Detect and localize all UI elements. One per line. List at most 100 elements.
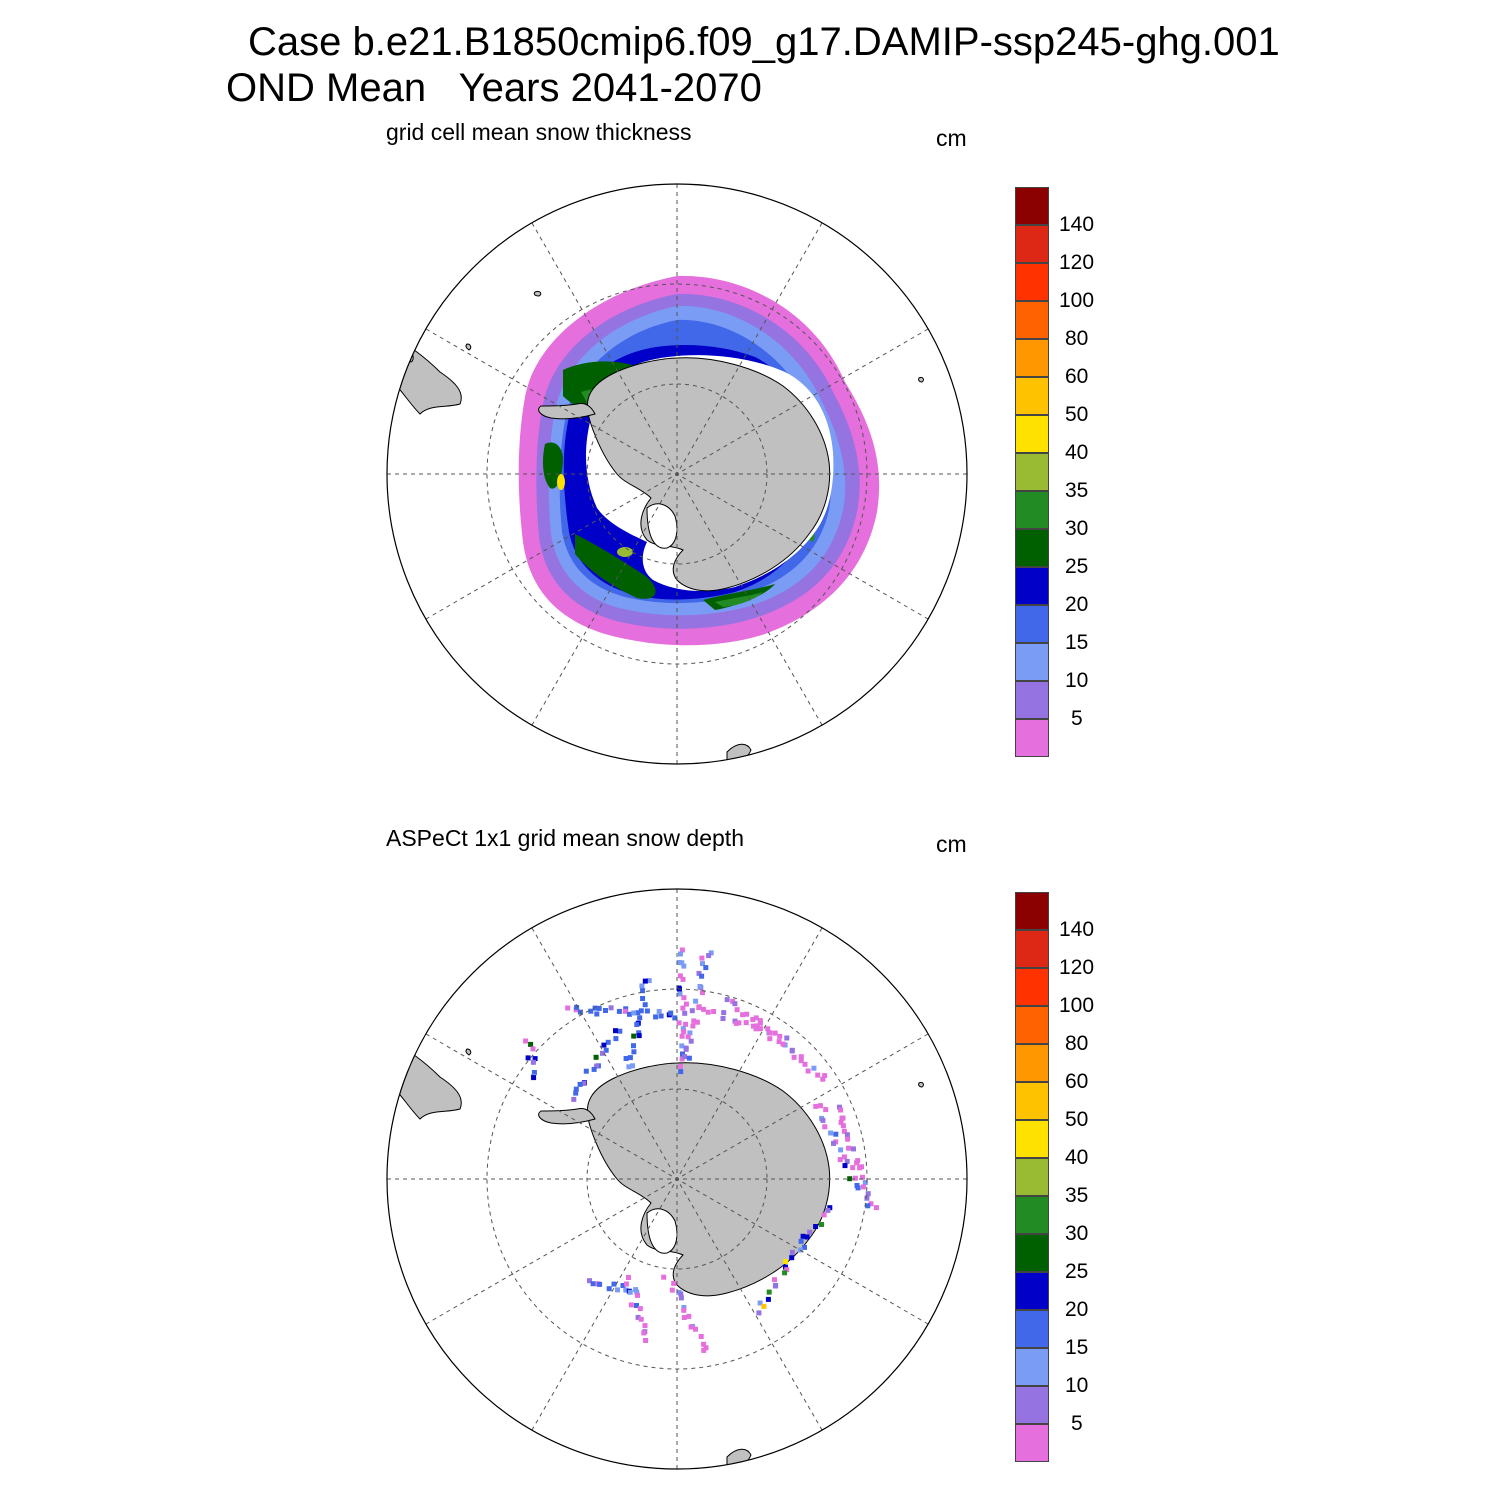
observation-cell: [700, 990, 705, 996]
observation-cell: [617, 1028, 623, 1034]
observation-cell: [756, 1310, 762, 1316]
observation-cell: [838, 1120, 844, 1125]
observation-cell: [757, 1018, 763, 1024]
observation-cell: [784, 1035, 790, 1041]
observation-cell: [686, 1055, 692, 1061]
observation-cell: [685, 1034, 691, 1040]
observation-cell: [744, 1011, 750, 1017]
observation-cell: [805, 1068, 811, 1074]
snow-patch-ross-2b: [715, 592, 763, 607]
observation-cell: [565, 1005, 571, 1011]
colorbar-swatch: [1015, 1272, 1049, 1310]
observation-cell: [772, 1283, 778, 1289]
observation-cell: [639, 983, 645, 989]
observation-cell: [588, 1008, 594, 1014]
observation-cell: [789, 1048, 795, 1054]
observation-cell: [700, 961, 705, 967]
observation-cell: [699, 955, 705, 961]
observation-cell: [825, 1207, 831, 1213]
colorbar-label: 100: [1059, 289, 1095, 312]
observation-cell: [791, 1054, 797, 1060]
map-boundary: [386, 888, 968, 1470]
observation-cell: [640, 996, 646, 1001]
observation-cell: [705, 1009, 711, 1015]
observation-cell: [658, 1013, 664, 1019]
observation-cell: [653, 1014, 659, 1020]
colorbar-label: 15: [1065, 1336, 1089, 1359]
observation-cell: [600, 1050, 605, 1056]
observation-cell: [628, 1302, 634, 1308]
observation-cell: [847, 1176, 853, 1182]
colorbar-label: 30: [1065, 1222, 1089, 1245]
colorbar-label: 20: [1065, 593, 1089, 616]
colorbar-swatch: [1015, 529, 1049, 567]
observation-cell: [864, 1195, 870, 1201]
observation-cell: [860, 1184, 866, 1190]
observation-cell: [743, 1020, 749, 1026]
figure-title-case: Case b.e21.B1850cmip6.f09_g17.DAMIP-ssp2…: [248, 20, 1280, 64]
observation-cell: [683, 1046, 689, 1052]
observation-cell: [687, 1030, 693, 1036]
observation-cell: [593, 1054, 599, 1060]
colorbar-swatch: [1015, 1120, 1049, 1158]
panel2-subtitle: ASPeCt 1x1 grid mean snow depth: [386, 825, 744, 851]
observation-cell: [828, 1130, 834, 1136]
colorbar-swatch: [1015, 1044, 1049, 1082]
snow-patch-ross-1: [575, 534, 656, 599]
observation-cell: [753, 1015, 759, 1021]
observation-cell: [626, 1275, 631, 1280]
colorbar-swatch: [1015, 968, 1049, 1006]
observation-cell: [777, 1033, 783, 1039]
colorbar-swatch: [1015, 567, 1049, 605]
observation-cell: [841, 1154, 847, 1160]
panel1-polar-map: [386, 183, 968, 765]
observation-cell: [680, 1051, 685, 1057]
colorbar-swatch: [1015, 892, 1049, 930]
map-boundary: [386, 183, 968, 765]
observation-cell: [681, 1307, 687, 1313]
observation-cell: [676, 1020, 682, 1026]
observation-cell: [821, 1212, 827, 1218]
observation-cell: [627, 1055, 633, 1061]
observation-cell: [678, 951, 683, 957]
colorbar-swatch: [1015, 1310, 1049, 1348]
observation-cell: [750, 1017, 756, 1022]
snow-spot-40-50cm: [557, 474, 565, 490]
colorbar-swatch: [1015, 377, 1049, 415]
observation-cell: [681, 1315, 687, 1320]
panel1-units: cm: [936, 125, 967, 151]
observation-cell: [636, 1033, 642, 1039]
observation-cell: [623, 1287, 629, 1293]
observation-cell: [636, 1030, 642, 1036]
observation-cell: [757, 1020, 763, 1026]
observation-cell: [677, 991, 683, 997]
antarctic-peninsula: [538, 403, 596, 420]
observation-cell: [677, 973, 683, 979]
observation-cell: [757, 1026, 763, 1032]
colorbar-label: 40: [1065, 441, 1089, 464]
graticule-lines: [387, 184, 967, 764]
observation-cell: [688, 1324, 694, 1330]
observation-cell: [833, 1131, 839, 1137]
colorbar-swatch: [1015, 605, 1049, 643]
observation-cell: [523, 1038, 529, 1044]
observation-cell: [682, 1010, 688, 1016]
observation-cell: [822, 1124, 828, 1130]
observation-cell: [873, 1205, 879, 1211]
observation-cell: [680, 1026, 686, 1032]
observation-cell: [678, 1295, 684, 1301]
colorbar-label: 25: [1065, 555, 1089, 578]
observation-cell: [681, 995, 687, 1001]
observation-cell: [638, 1008, 644, 1014]
observation-cell: [594, 1063, 600, 1069]
panel1-subtitle: grid cell mean snow thickness: [386, 119, 692, 145]
observation-cell: [626, 1064, 632, 1070]
colorbar-label: 40: [1065, 1146, 1089, 1169]
observation-cell: [868, 1201, 874, 1207]
observation-cell: [736, 1020, 742, 1026]
observation-cell: [696, 1004, 702, 1010]
observation-cell: [780, 1041, 786, 1047]
observation-cell: [776, 1039, 782, 1045]
observation-cell: [623, 1056, 629, 1061]
observation-cell: [668, 1010, 674, 1016]
